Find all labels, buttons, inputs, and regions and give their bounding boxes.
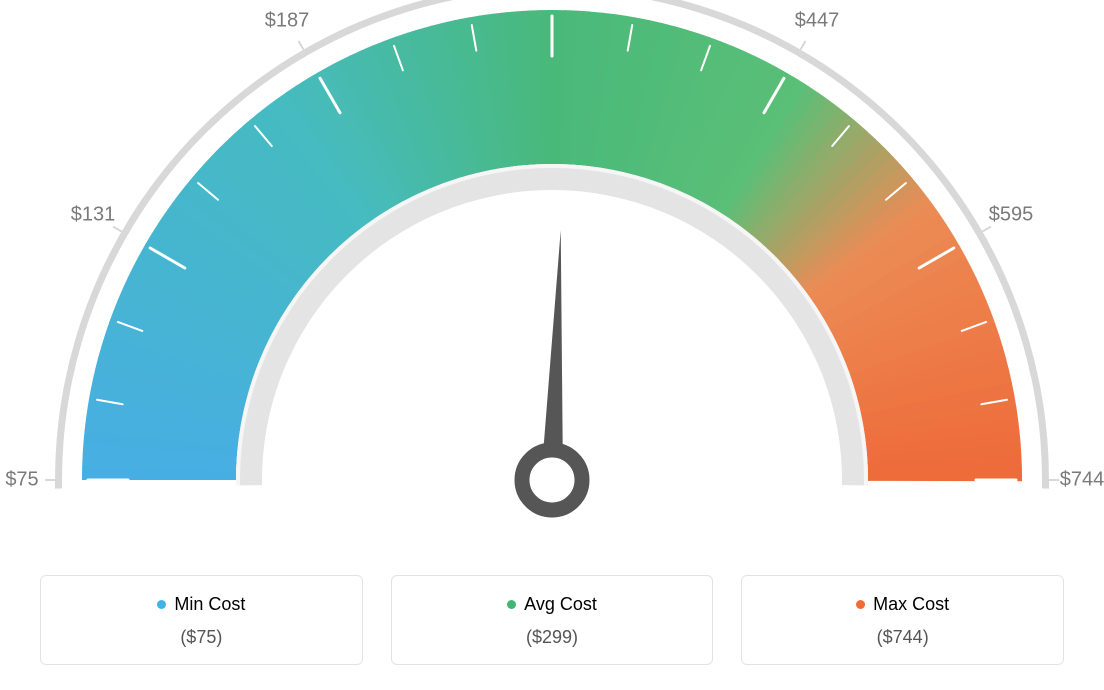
legend-min-value: ($75) (51, 627, 352, 648)
gauge-tick-label: $187 (265, 10, 310, 33)
legend-row: Min Cost ($75) Avg Cost ($299) Max Cost … (40, 575, 1064, 665)
legend-max-label: Max Cost (873, 594, 949, 615)
dot-icon (507, 600, 516, 609)
gauge-tick-label: $744 (1060, 469, 1104, 492)
legend-min-title: Min Cost (157, 594, 245, 615)
dot-icon (856, 600, 865, 609)
legend-avg-value: ($299) (402, 627, 703, 648)
gauge-tick-label: $595 (989, 204, 1034, 227)
dot-icon (157, 600, 166, 609)
legend-avg-title: Avg Cost (507, 594, 597, 615)
legend-max-card: Max Cost ($744) (741, 575, 1064, 665)
gauge-tick-label: $447 (795, 10, 840, 33)
cost-gauge-container: $75$131$187$299$447$595$744 Min Cost ($7… (0, 0, 1104, 690)
legend-avg-card: Avg Cost ($299) (391, 575, 714, 665)
gauge-chart: $75$131$187$299$447$595$744 (0, 0, 1104, 560)
legend-min-card: Min Cost ($75) (40, 575, 363, 665)
legend-min-label: Min Cost (174, 594, 245, 615)
legend-avg-label: Avg Cost (524, 594, 597, 615)
gauge-tick-label: $131 (71, 204, 116, 227)
legend-max-title: Max Cost (856, 594, 949, 615)
legend-max-value: ($744) (752, 627, 1053, 648)
gauge-tick-label: $75 (5, 469, 38, 492)
